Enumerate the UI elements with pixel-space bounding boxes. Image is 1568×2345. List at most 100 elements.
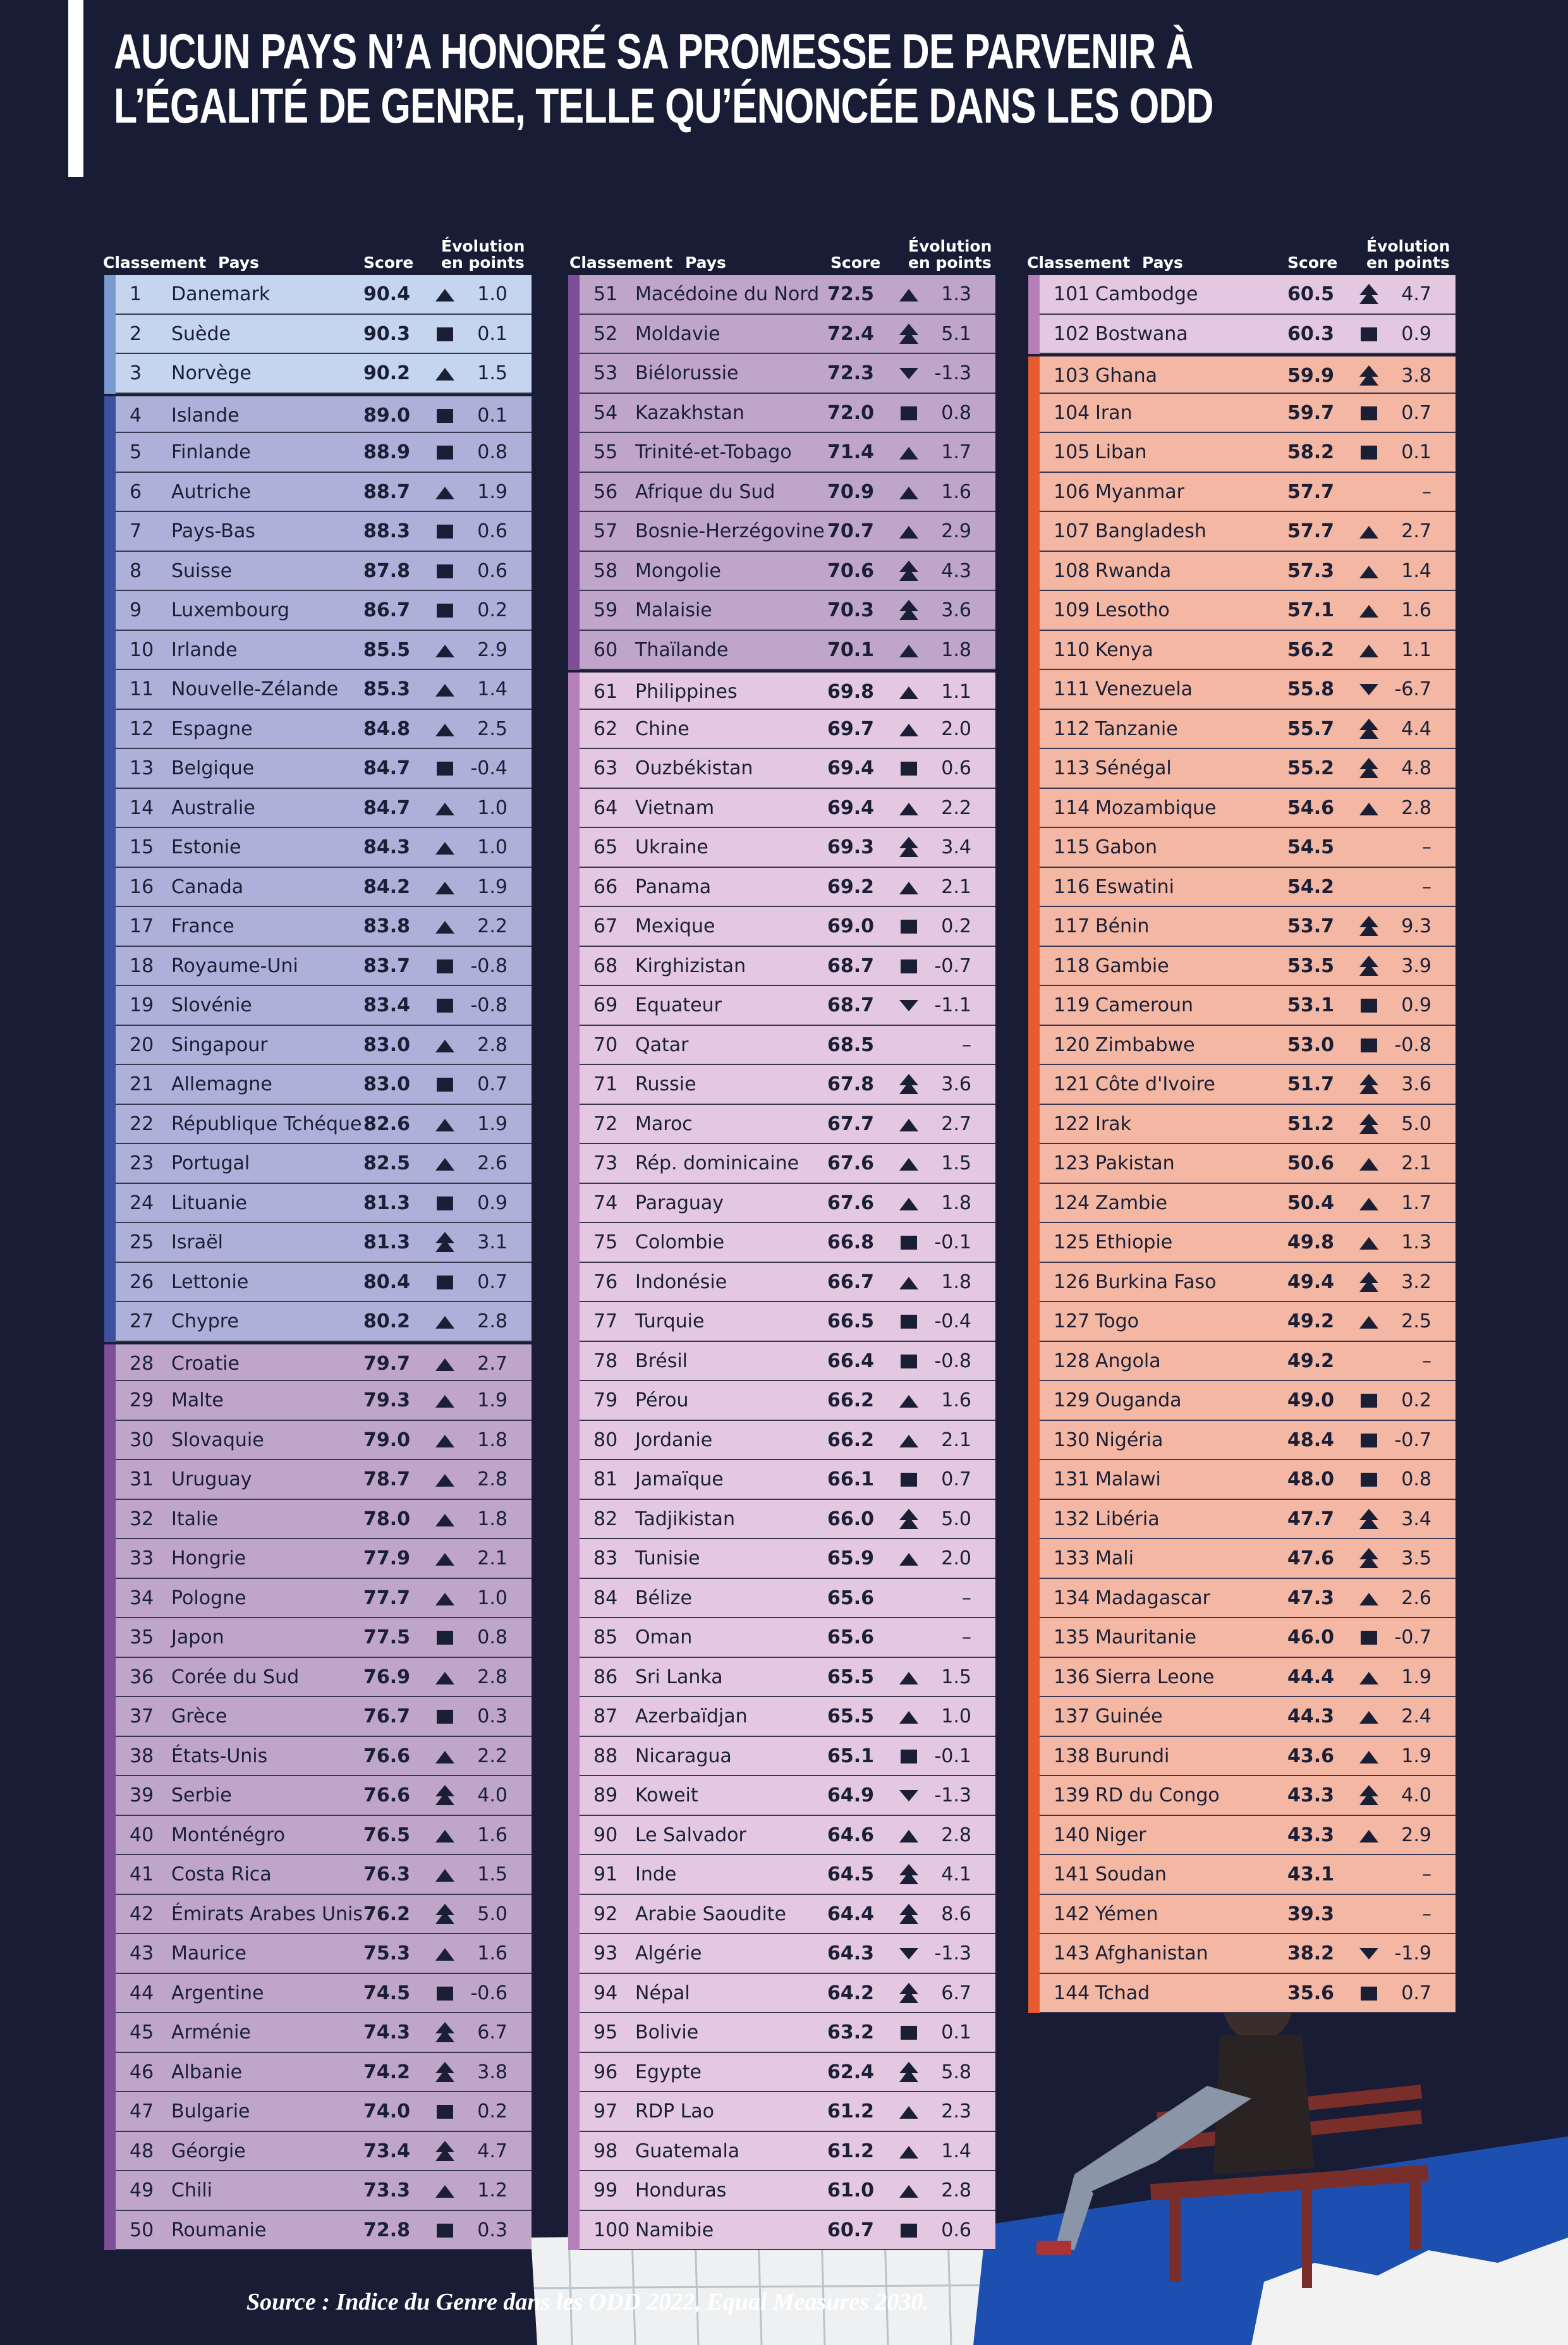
rank-cell: 41 <box>130 1863 154 1885</box>
rank-cell: 4 <box>130 404 142 427</box>
square-icon <box>901 1749 917 1763</box>
square-icon <box>437 1986 453 2001</box>
table-row: 119 Cameroun 53.1 0.9 <box>1028 986 1456 1026</box>
country-cell: Le Salvador <box>635 1824 746 1846</box>
country-cell: Panama <box>635 875 712 898</box>
score-cell: 64.9 <box>827 1784 875 1806</box>
evolution-cell: 2.8 <box>1401 796 1431 819</box>
triangle-down-icon <box>1359 1948 1378 1959</box>
evolution-cell: 1.0 <box>941 1705 971 1727</box>
score-cell: 72.4 <box>827 322 875 345</box>
country-cell: Irlande <box>171 638 238 661</box>
tier-color-strip <box>1028 709 1040 749</box>
evolution-cell: 1.9 <box>477 875 507 898</box>
score-cell: 71.4 <box>827 441 875 463</box>
table-row: 49 Chili 73.3 1.2 <box>104 2171 532 2211</box>
score-cell: 35.6 <box>1287 1982 1335 2004</box>
country-cell: Portugal <box>171 1152 250 1174</box>
tier-color-strip <box>568 1302 580 1342</box>
score-cell: 83.0 <box>363 1033 411 1056</box>
table-row: 123 Pakistan 50.6 2.1 <box>1028 1144 1456 1184</box>
evolution-cell: 0.9 <box>1401 322 1431 345</box>
table-row: 114 Mozambique 54.6 2.8 <box>1028 788 1456 828</box>
table-row: 48 Géorgie 73.4 4.7 <box>104 2131 532 2171</box>
country-cell: Bosnie-Herzégovine <box>635 520 825 542</box>
table-row: 60 Thaïlande 70.1 1.8 <box>568 630 995 670</box>
evolution-cell: 2.6 <box>1401 1587 1431 1609</box>
double-triangle-up-icon <box>1359 1113 1378 1134</box>
tier-color-strip <box>104 867 116 907</box>
tier-color-strip <box>104 1104 116 1144</box>
double-triangle-up-icon <box>1359 1271 1378 1292</box>
square-icon <box>899 1353 918 1370</box>
table-row: 128 Angola 49.2 – <box>1028 1341 1456 1381</box>
score-cell: 90.4 <box>363 283 411 305</box>
rank-cell: 7 <box>130 520 142 542</box>
score-cell: 76.2 <box>363 1903 411 1925</box>
header-score: Score <box>1287 253 1338 272</box>
evolution-cell: -0.6 <box>470 1982 507 2004</box>
rank-cell: 122 <box>1054 1112 1090 1135</box>
square-icon <box>1361 999 1377 1013</box>
country-cell: Slovaquie <box>171 1428 264 1451</box>
double-triangle-up-icon <box>435 1232 454 1252</box>
rank-cell: 28 <box>130 1352 154 1375</box>
triangle-up-icon <box>435 1869 454 1882</box>
country-cell: Mali <box>1095 1547 1134 1569</box>
country-cell: Émirats Arabes Unis <box>171 1903 363 1925</box>
triangle-up-icon <box>899 686 918 699</box>
tier-color-strip <box>568 393 580 433</box>
table-row: 69 Equateur 68.7 -1.1 <box>568 986 995 1026</box>
tier-color-strip <box>104 946 116 986</box>
evolution-cell: 3.9 <box>1401 954 1431 977</box>
evolution-cell: -1.3 <box>934 362 971 384</box>
rank-cell: 13 <box>130 757 154 779</box>
triangle-up-icon <box>435 918 454 935</box>
score-cell: 67.8 <box>827 1073 875 1095</box>
score-cell: 70.7 <box>827 520 875 542</box>
table-row: 1 Danemark 90.4 1.0 <box>104 275 532 315</box>
table-row: 11 Nouvelle-Zélande 85.3 1.4 <box>104 670 532 710</box>
triangle-up-icon <box>435 1395 454 1408</box>
evolution-cell: -0.8 <box>470 954 507 977</box>
country-cell: Vietnam <box>635 796 715 819</box>
tier-color-strip <box>1028 433 1040 473</box>
square-icon <box>899 1313 918 1330</box>
evolution-cell: 0.7 <box>941 1468 971 1490</box>
triangle-up-icon <box>435 1829 454 1842</box>
evolution-cell: 0.6 <box>477 559 507 582</box>
evolution-cell: 5.8 <box>941 2061 971 2083</box>
tier-color-strip <box>104 1499 116 1539</box>
country-cell: Inde <box>635 1863 677 1885</box>
rank-cell: 143 <box>1054 1942 1090 1964</box>
evolution-cell: 3.5 <box>1401 1547 1431 1569</box>
score-cell: 57.7 <box>1287 520 1335 542</box>
triangle-up-icon <box>435 2030 454 2042</box>
score-cell: 79.3 <box>363 1389 411 1411</box>
double-triangle-up-icon <box>435 2061 454 2082</box>
country-cell: Afrique du Sud <box>635 480 775 503</box>
rank-cell: 114 <box>1054 796 1090 819</box>
double-triangle-up-icon <box>899 600 918 620</box>
country-cell: Azerbaïdjan <box>635 1705 748 1727</box>
triangle-up-icon <box>899 1432 918 1449</box>
tier-color-strip <box>1028 1815 1040 1855</box>
score-cell: 73.4 <box>363 2140 411 2162</box>
rank-cell: 45 <box>130 2021 154 2044</box>
header-rank: Classement <box>1027 253 1131 272</box>
rank-cell: 136 <box>1054 1666 1090 1688</box>
square-icon <box>1359 444 1378 461</box>
table-row: 24 Lituanie 81.3 0.9 <box>104 1183 532 1223</box>
evolution-cell: -0.7 <box>1394 1428 1431 1451</box>
triangle-up-icon <box>435 1553 454 1566</box>
evolution-cell: 4.0 <box>477 1784 507 1806</box>
country-cell: Jordanie <box>635 1428 713 1451</box>
triangle-up-icon <box>899 1158 918 1171</box>
square-icon <box>435 444 454 461</box>
tier-color-strip <box>104 1657 116 1697</box>
table-header: Classement Pays Score Évolution en points <box>103 228 532 275</box>
triangle-up-icon <box>435 1118 454 1131</box>
triangle-up-icon <box>1359 565 1378 578</box>
rank-cell: 47 <box>130 2100 154 2123</box>
rank-cell: 82 <box>593 1508 618 1530</box>
